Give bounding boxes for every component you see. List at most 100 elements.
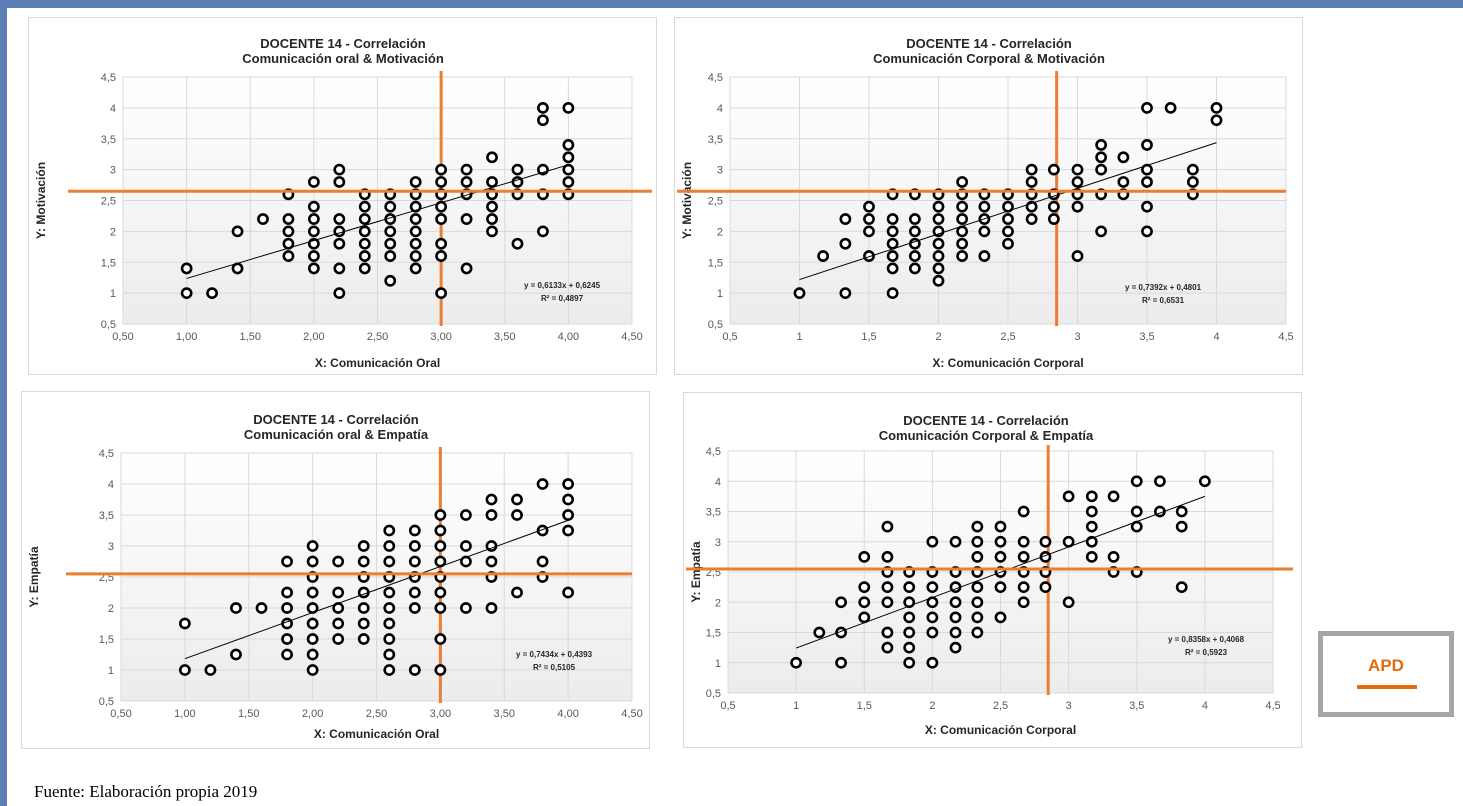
data-point <box>383 602 396 614</box>
data-point <box>932 274 945 287</box>
data-point <box>1017 581 1030 594</box>
data-point <box>562 493 575 506</box>
y-tick-label: 1 <box>110 288 116 300</box>
x-tick-label: 3,00 <box>430 331 451 343</box>
apd-underline <box>1357 685 1417 689</box>
y-tick-label: 3 <box>108 541 114 553</box>
data-point <box>903 596 916 609</box>
y-tick-label: 3 <box>717 165 723 177</box>
y-tick-label: 3,5 <box>708 134 723 146</box>
y-axis-title: Y: Empatía <box>27 546 41 607</box>
trendline-equation: y = 0,6133x + 0,6245 <box>524 281 601 290</box>
x-tick-label: 3,5 <box>1129 700 1144 712</box>
data-point <box>949 626 962 639</box>
data-point <box>307 200 320 213</box>
data-point <box>1130 475 1143 488</box>
data-point <box>306 633 319 645</box>
data-point <box>886 213 899 225</box>
data-point <box>332 586 345 599</box>
data-point <box>333 213 346 225</box>
data-point <box>409 250 422 262</box>
source-note: Fuente: Elaboración propia 2019 <box>34 782 258 801</box>
data-point <box>511 509 523 521</box>
data-point <box>949 641 962 654</box>
chart-panel-corporal-motivacion: DOCENTE 14 - Correlación Comunicación Cor… <box>674 17 1303 375</box>
data-point <box>178 617 191 630</box>
data-point <box>408 540 421 552</box>
data-point <box>282 213 295 225</box>
data-point <box>409 176 422 188</box>
data-point <box>1017 596 1030 609</box>
data-point <box>562 524 575 537</box>
x-axis-title: X: Comunicación Oral <box>315 356 440 370</box>
data-point <box>1047 163 1060 176</box>
data-point <box>994 581 1007 594</box>
data-point <box>281 633 293 645</box>
data-point <box>881 626 894 639</box>
data-point <box>1198 475 1211 488</box>
r-squared-label: R² = 0,5105 <box>533 663 576 672</box>
data-point <box>358 225 371 238</box>
x-tick-label: 1,00 <box>174 708 195 720</box>
chart-title-line: Comunicación Corporal & Motivación <box>873 51 1105 66</box>
data-point <box>383 648 396 661</box>
data-point <box>384 250 397 262</box>
x-tick-label: 0,5 <box>722 331 737 343</box>
data-point <box>881 520 894 533</box>
data-point <box>460 509 472 521</box>
r-squared-label: R² = 0,4897 <box>541 294 584 303</box>
data-point <box>358 213 371 225</box>
data-point <box>881 641 894 654</box>
data-point <box>384 225 397 238</box>
data-point <box>971 520 984 533</box>
y-tick-label: 1,5 <box>101 257 116 269</box>
data-point <box>332 555 345 568</box>
data-point <box>1141 176 1153 188</box>
data-point <box>357 617 370 630</box>
data-point <box>863 213 875 225</box>
y-tick-label: 2,5 <box>708 196 723 208</box>
data-point <box>435 237 448 250</box>
data-point <box>1071 250 1084 262</box>
data-point <box>282 250 295 262</box>
data-point <box>383 540 396 552</box>
x-tick-label: 1,50 <box>238 708 259 720</box>
data-point <box>307 262 320 275</box>
data-point <box>306 586 319 599</box>
x-axis-title: X: Comunicación Corporal <box>932 356 1083 370</box>
data-point <box>383 664 396 676</box>
left-frame-border <box>0 0 7 806</box>
data-point <box>858 596 871 609</box>
data-point <box>839 237 852 250</box>
x-tick-label: 2,00 <box>302 708 323 720</box>
data-point <box>435 163 448 176</box>
y-tick-label: 2 <box>715 597 721 609</box>
chart-title-line: DOCENTE 14 - Correlación <box>260 36 425 51</box>
apd-badge: APD <box>1318 631 1454 717</box>
data-point <box>332 617 345 630</box>
data-point <box>949 596 962 609</box>
data-point <box>357 540 370 552</box>
data-point <box>1095 163 1108 176</box>
y-tick-label: 1,5 <box>706 628 721 640</box>
y-tick-label: 4,5 <box>708 72 723 84</box>
chart-title-line: Comunicación oral & Empatía <box>244 427 429 442</box>
data-point <box>1071 200 1084 213</box>
y-tick-label: 4 <box>110 103 116 115</box>
data-point <box>858 611 871 624</box>
data-point <box>932 200 945 213</box>
data-point <box>409 200 422 213</box>
data-point <box>358 237 371 250</box>
data-point <box>332 633 345 645</box>
data-point <box>384 274 397 287</box>
trendline <box>799 142 1217 281</box>
y-tick-label: 0,5 <box>99 696 114 708</box>
data-point <box>408 555 421 568</box>
data-point <box>793 287 806 300</box>
data-point <box>460 262 473 275</box>
data-point <box>307 250 320 262</box>
data-point <box>562 176 575 188</box>
data-point <box>1002 213 1014 225</box>
data-point <box>434 509 447 521</box>
